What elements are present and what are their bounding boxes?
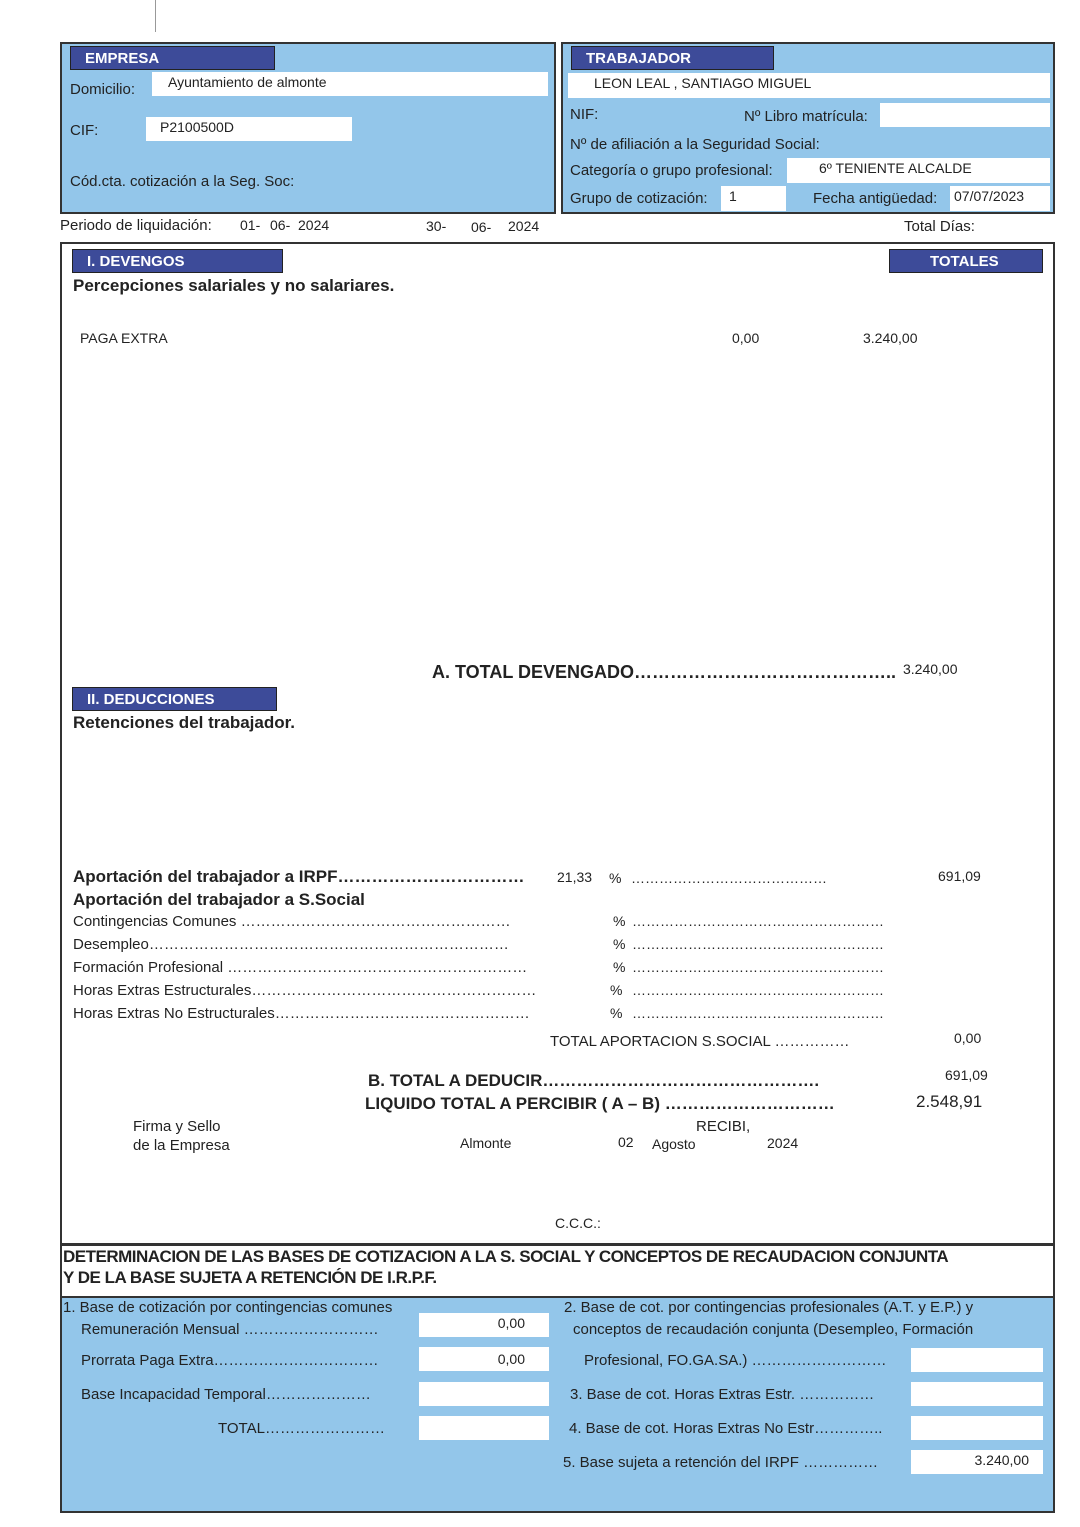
antiguedad-field[interactable]: 07/07/2023 [950, 186, 1050, 211]
ss-item-label: Horas Extras Estructurales……………………………………… [73, 982, 537, 999]
b2-field[interactable] [911, 1348, 1043, 1372]
categoria-field[interactable]: 6º TENIENTE ALCALDE [787, 158, 1050, 183]
devengo-total: 3.240,00 [863, 330, 918, 346]
ss-dots: ……………………………………………… [632, 936, 884, 952]
b3-field[interactable] [911, 1382, 1043, 1406]
pct-sign: % [610, 982, 623, 998]
total-devengado-label: A. TOTAL DEVENGADO…………………………………….. [432, 662, 897, 682]
grupo-label: Grupo de cotización: [570, 190, 708, 207]
incapacidad-field[interactable] [419, 1382, 549, 1406]
total-deducir-label: B. TOTAL A DEDUCIR…………………………………………. [368, 1071, 820, 1090]
total-ss: 0,00 [954, 1030, 982, 1046]
ss-dots: ……………………………………………… [632, 982, 884, 998]
anio: 2024 [767, 1135, 799, 1151]
libro-field[interactable] [880, 103, 1050, 127]
ccc-label: Cód.cta. cotización a la Seg. Soc: [70, 173, 295, 190]
divider [155, 0, 156, 32]
firma-label-2: de la Empresa [133, 1137, 230, 1154]
remuneracion-label: Remuneración Mensual ……………………… [81, 1321, 379, 1338]
ss-item-label: Contingencias Comunes ……………………………………………… [73, 913, 511, 930]
deducciones-subtitle: Retenciones del trabajador. [73, 713, 296, 732]
pct-sign: % [609, 870, 622, 886]
b5-label: 5. Base sujeta a retención del IRPF …………… [563, 1454, 879, 1471]
desde-mes: 06- [270, 217, 291, 233]
total-dias-label: Total Días: [904, 218, 975, 235]
liquido-total: 2.548,91 [916, 1092, 983, 1111]
b1-title: 1. Base de cotización por contingencias … [63, 1299, 393, 1316]
empresa-header: EMPRESA [70, 46, 275, 70]
total-deducir: 691,09 [945, 1067, 988, 1083]
irpf-label: Aportación del trabajador a IRPF……………………… [73, 867, 525, 886]
b2-line1: 2. Base de cot. por contingencias profes… [564, 1299, 974, 1316]
b2-line3: Profesional, FO.GA.SA.) ……………………… [584, 1352, 887, 1369]
ss-item-label: Desempleo……………………………………………………………… [73, 936, 509, 953]
afiliacion-label: Nº de afiliación a la Seguridad Social: [570, 136, 820, 153]
categoria-label: Categoría o grupo profesional: [570, 162, 773, 179]
bases-title-2: Y DE LA BASE SUJETA A RETENCIÓN DE I.R.P… [63, 1268, 437, 1287]
mes: Agosto [652, 1136, 696, 1152]
bases-panel [60, 1296, 1055, 1513]
pct-sign: % [610, 1005, 623, 1021]
prorrata-label: Prorrata Paga Extra…………………………… [81, 1352, 379, 1369]
incapacidad-label: Base Incapacidad Temporal………………… [81, 1386, 371, 1403]
recibi-label: RECIBI, [696, 1118, 751, 1135]
ss-dots: ……………………………………………… [632, 913, 884, 929]
irpf-pct: 21,33 [557, 869, 593, 885]
b4-field[interactable] [911, 1416, 1043, 1440]
antiguedad-label: Fecha antigüedad: [813, 190, 938, 207]
pct-sign: % [613, 936, 626, 952]
domicilio-label: Domicilio: [70, 81, 136, 98]
prorrata-field[interactable]: 0,00 [419, 1347, 549, 1371]
bases-title: DETERMINACION DE LAS BASES DE COTIZACION… [63, 1247, 949, 1266]
cif-label: CIF: [70, 122, 99, 139]
desde-dia: 01- [240, 217, 261, 233]
total-devengado: 3.240,00 [903, 661, 958, 677]
firma-label: Firma y Sello [133, 1118, 221, 1135]
pct-sign: % [613, 913, 626, 929]
liquido-label: LIQUIDO TOTAL A PERCIBIR ( A – B) ………………… [365, 1094, 835, 1113]
b4-label: 4. Base de cot. Horas Extras No Estr…………… [569, 1420, 883, 1437]
nif-label: NIF: [570, 106, 599, 123]
devengo-concepto: PAGA EXTRA [80, 330, 168, 346]
pct-sign: % [613, 959, 626, 975]
ss-item-label: Horas Extras No Estructurales……………………………… [73, 1005, 530, 1022]
b2-line2: conceptos de recaudación conjunta (Desem… [573, 1321, 974, 1338]
total-field[interactable] [419, 1416, 549, 1440]
ss-dots: ……………………………………………… [632, 959, 884, 975]
totales-header: TOTALES [889, 249, 1043, 273]
domicilio-field[interactable]: Ayuntamiento de almonte [152, 72, 548, 96]
lugar: Almonte [460, 1135, 512, 1151]
periodo-label: Periodo de liquidación: [60, 217, 212, 234]
deducciones-header: II. DEDUCCIONES [72, 687, 277, 711]
total-label: TOTAL…………………… [218, 1420, 385, 1437]
b3-label: 3. Base de cot. Horas Extras Estr. …………… [570, 1386, 875, 1403]
ss-dots: ……………………………………………… [632, 1005, 884, 1021]
trabajador-panel [561, 42, 1055, 214]
hasta-anio: 2024 [508, 218, 540, 234]
devengo-importe: 0,00 [732, 330, 760, 346]
trabajador-header: TRABAJADOR [571, 46, 774, 70]
hasta-mes: 06- [471, 219, 492, 235]
remuneracion-field[interactable]: 0,00 [419, 1313, 549, 1337]
total-ss-label: TOTAL APORTACION S.SOCIAL …………… [550, 1033, 850, 1050]
devengos-header: I. DEVENGOS [72, 249, 283, 273]
ss-label: Aportación del trabajador a S.Social [73, 890, 365, 909]
nombre-field[interactable]: LEON LEAL , SANTIAGO MIGUEL [568, 73, 1050, 98]
irpf-dots: …………………………………… [631, 870, 827, 886]
libro-label: Nº Libro matrícula: [744, 108, 868, 125]
grupo-field[interactable]: 1 [721, 186, 786, 211]
desde-anio: 2024 [298, 217, 330, 233]
cif-field[interactable]: P2100500D [146, 117, 352, 141]
dia: 02 [618, 1134, 634, 1150]
devengos-subtitle: Percepciones salariales y no salariares. [73, 276, 395, 295]
ss-item-label: Formación Profesional ………………………………………………… [73, 959, 528, 976]
b5-field[interactable]: 3.240,00 [911, 1450, 1043, 1474]
irpf-total: 691,09 [938, 868, 981, 884]
hasta-dia: 30- [426, 218, 447, 234]
ccc-label: C.C.C.: [555, 1215, 601, 1231]
